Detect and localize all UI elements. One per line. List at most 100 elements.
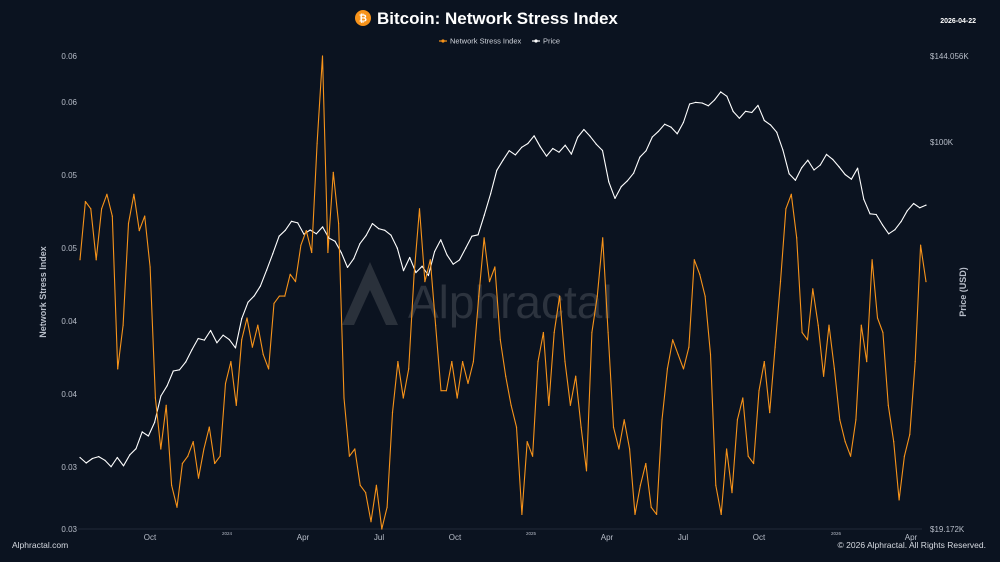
chart-title: Bitcoin: Network Stress Index	[377, 9, 618, 28]
price-points	[79, 91, 927, 468]
stress-point	[612, 426, 615, 428]
stress-point	[467, 382, 469, 385]
price-point	[328, 237, 330, 239]
stress-point	[429, 259, 431, 261]
price-point	[353, 258, 355, 260]
stress-point	[354, 448, 356, 450]
stress-point	[790, 193, 792, 195]
stress-point	[801, 331, 803, 334]
price-point	[888, 233, 890, 235]
price-point	[552, 147, 554, 150]
stress-point	[548, 404, 550, 406]
stress-point	[171, 484, 173, 486]
stress-point	[876, 317, 879, 319]
stress-point	[650, 506, 652, 508]
stress-point	[478, 295, 480, 297]
stress-point	[871, 259, 873, 261]
x-axis-tick: Jul	[374, 533, 384, 542]
stress-point	[402, 397, 404, 399]
stress-point	[607, 331, 609, 334]
price-point	[626, 180, 629, 182]
stress-point	[246, 317, 248, 319]
stress-point	[505, 375, 507, 377]
stress-point	[241, 339, 243, 341]
right-axis-label: Price (USD)	[958, 267, 968, 317]
stress-point	[106, 193, 108, 195]
stress-point	[591, 331, 593, 334]
stress-point	[812, 288, 814, 290]
stress-point	[736, 419, 739, 421]
price-point	[384, 229, 386, 231]
price-point	[801, 167, 803, 169]
stress-point	[208, 426, 210, 428]
price-point	[378, 228, 380, 230]
price-point	[409, 256, 411, 259]
price-point	[788, 173, 790, 175]
stress-point	[629, 448, 631, 450]
price-point	[769, 124, 772, 126]
stress-point	[499, 339, 501, 341]
left-axis-tick: 0.06	[61, 52, 77, 61]
stress-point	[338, 222, 340, 224]
price-point	[738, 117, 741, 119]
stress-point	[386, 506, 388, 508]
stress-point	[235, 404, 237, 406]
stress-point	[117, 368, 119, 370]
price-point	[104, 459, 106, 461]
left-axis-tick: 0.05	[61, 244, 77, 253]
stress-point	[920, 244, 922, 246]
stress-point	[262, 353, 264, 355]
stress-point	[515, 426, 518, 428]
legend-item-stress[interactable]: Network Stress Index	[439, 37, 522, 46]
price-point	[813, 169, 815, 171]
right-axis-tick: $144.056K	[930, 52, 969, 61]
price-point	[601, 149, 604, 152]
stress-point	[273, 302, 275, 304]
price-point	[564, 144, 566, 146]
legend-item-price[interactable]: Price	[532, 37, 560, 46]
stress-point	[645, 462, 647, 465]
price-point	[745, 110, 747, 112]
price-point	[514, 154, 517, 156]
price-point	[925, 204, 927, 206]
stress-points	[79, 55, 927, 530]
price-point	[825, 153, 828, 155]
price-point	[154, 421, 156, 423]
price-point	[452, 263, 454, 265]
stress-point	[585, 470, 588, 472]
stress-point	[758, 390, 760, 392]
watermark-text: Alphractal	[408, 276, 613, 328]
price-point	[172, 370, 174, 372]
stress-point	[656, 513, 658, 516]
price-point	[135, 448, 137, 450]
price-point	[819, 164, 821, 166]
x-axis-tick: Apr	[601, 533, 614, 542]
stress-point	[532, 455, 534, 457]
stress-point	[343, 397, 345, 399]
stress-point	[542, 331, 545, 334]
stress-point	[456, 397, 458, 399]
legend-label-price: Price	[543, 37, 560, 46]
price-point	[763, 119, 765, 122]
bitcoin-icon	[355, 10, 371, 26]
price-point	[913, 202, 915, 205]
price-point	[545, 155, 548, 157]
price-point	[776, 131, 778, 133]
price-point	[402, 270, 405, 272]
stress-point	[855, 419, 857, 421]
stress-point	[381, 528, 383, 530]
stress-point	[375, 484, 377, 486]
price-point	[290, 220, 293, 222]
price-point	[129, 454, 131, 456]
x-axis: Oct 2024 Apr Jul Oct 2025 Apr Jul Oct 2026 Apr	[144, 531, 918, 542]
stress-point	[537, 361, 539, 363]
stress-point	[95, 259, 97, 261]
price-point	[608, 181, 610, 183]
stress-point	[154, 397, 156, 399]
price-point	[390, 234, 392, 236]
legend-label-stress: Network Stress Index	[450, 37, 522, 46]
price-point	[670, 126, 672, 128]
stress-point	[435, 324, 437, 326]
stress-point	[860, 324, 862, 326]
price-point	[657, 130, 660, 132]
